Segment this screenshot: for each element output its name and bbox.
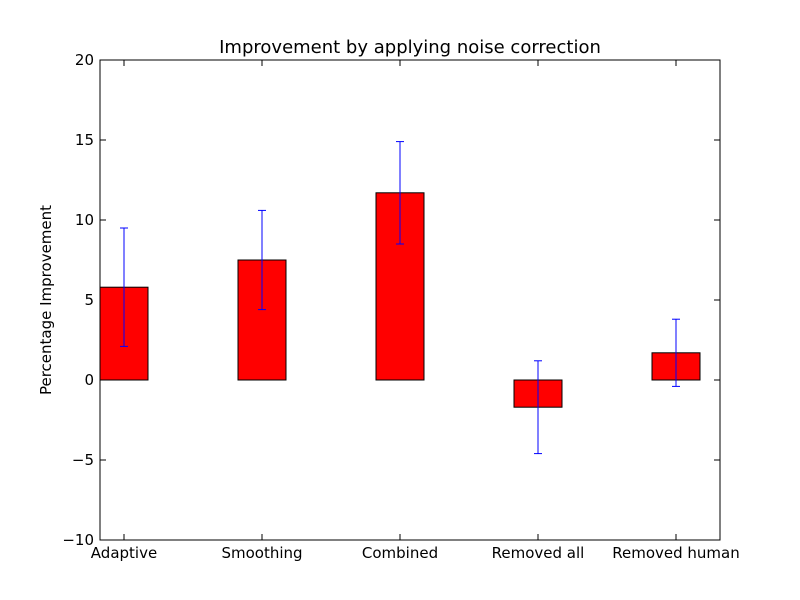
x-tick-label: Combined (362, 544, 438, 562)
y-tick-label: 15 (75, 131, 94, 149)
y-axis-label: Percentage Improvement (37, 205, 55, 395)
y-tick-label: −5 (72, 451, 94, 469)
y-tick-label: 20 (75, 51, 94, 69)
plot-frame (99, 59, 721, 541)
y-tick-label: 5 (84, 291, 94, 309)
x-tick-label: Removed human (612, 544, 740, 562)
chart-title: Improvement by applying noise correction (219, 37, 601, 58)
x-tick-label: Adaptive (91, 544, 157, 562)
y-tick-label: 0 (84, 371, 94, 389)
x-tick-label: Removed all (492, 544, 585, 562)
y-tick-label: 10 (75, 211, 94, 229)
y-tick-label: −10 (62, 531, 94, 549)
x-tick-label: Smoothing (221, 544, 302, 562)
